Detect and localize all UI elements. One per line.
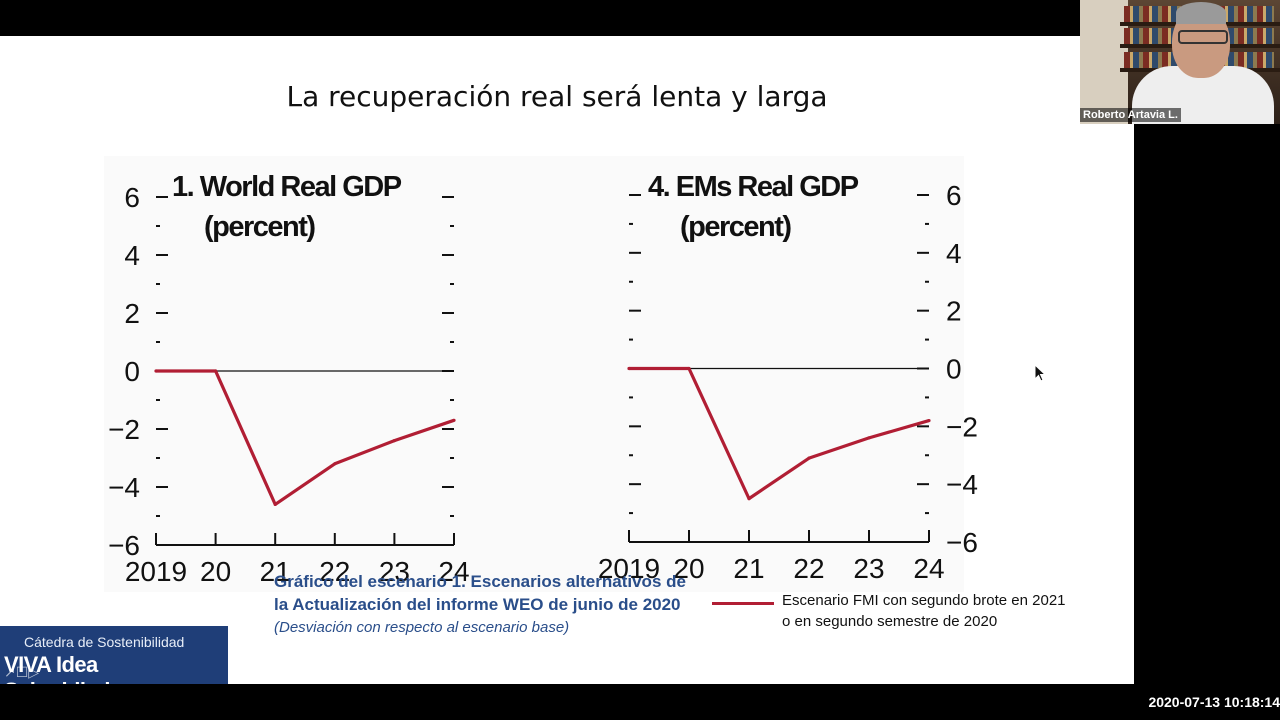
data-point <box>927 418 931 423</box>
x-tick-label: 20 <box>673 553 704 584</box>
y-tick-label: −4 <box>108 472 140 503</box>
data-point <box>807 456 811 460</box>
webcam-video-tile[interactable]: Roberto Artavia L. <box>1080 0 1280 124</box>
channel-watermark: Cátedra de Sostenibilidad VIVA Idea Schm… <box>0 626 228 684</box>
y-tick-label: 0 <box>946 354 962 385</box>
data-point <box>214 369 218 373</box>
data-point <box>687 366 691 371</box>
data-point <box>627 366 631 371</box>
participant-name: Roberto Artavia L. <box>1080 108 1181 122</box>
watermark-line-2: VIVA Idea Schmidheiny <box>4 652 135 684</box>
y-tick-label: −6 <box>108 530 140 561</box>
y-tick-label: 2 <box>946 296 962 327</box>
legend: Escenario FMI con segundo brote en 2021 … <box>782 590 1082 632</box>
y-tick-label: −4 <box>946 469 978 500</box>
y-tick-label: 2 <box>124 298 140 329</box>
y-tick-label: 4 <box>946 238 962 269</box>
y-tick-label: −2 <box>108 414 140 445</box>
chart-panel <box>104 156 964 592</box>
y-tick-label: 0 <box>124 356 140 387</box>
chart-title: 1. World Real GDP <box>172 171 402 203</box>
chart-title: 4. EMs Real GDP <box>648 171 859 203</box>
watermark-line-1: Cátedra de Sostenibilidad <box>24 634 185 650</box>
x-tick-label: 2019 <box>125 556 187 587</box>
x-tick-label: 22 <box>793 553 824 584</box>
x-tick-label: 2019 <box>598 553 660 584</box>
caption-subtitle: (Desviación con respecto al escenario ba… <box>274 619 570 636</box>
x-tick-label: 23 <box>853 553 884 584</box>
charts-svg: 1. World Real GDP(percent)6420−2−4−62019… <box>108 171 978 587</box>
legend-line-2: o en segundo semestre de 2020 <box>782 613 998 630</box>
watermark-controls-icon: ↗☐▷ <box>4 664 40 680</box>
chart-title-unit: (percent) <box>680 211 791 243</box>
chart-title-unit: (percent) <box>204 211 315 243</box>
webcam-wall <box>1080 0 1128 124</box>
x-tick-label: 24 <box>438 556 469 587</box>
caption-line-2: la Actualización del informe WEO de juni… <box>274 595 681 614</box>
x-tick-label: 24 <box>913 553 944 584</box>
data-point <box>392 439 396 443</box>
chart-caption: Gráfico del escenario 1. Escenarios alte… <box>274 570 686 639</box>
y-tick-label: 4 <box>124 240 140 271</box>
timestamp: 2020-07-13 10:18:14 <box>1148 694 1280 710</box>
y-tick-label: 6 <box>946 180 962 211</box>
y-tick-label: −2 <box>946 411 978 442</box>
series-line <box>629 366 930 501</box>
data-point <box>154 369 158 373</box>
data-point <box>452 418 456 422</box>
data-point <box>273 502 277 506</box>
x-tick-label: 21 <box>733 553 764 584</box>
slide-title: La recuperación real será lenta y larga <box>286 80 828 113</box>
presentation-slide: La recuperación real será lenta y larga <box>0 36 1134 684</box>
data-point <box>333 462 337 466</box>
x-tick-label: 23 <box>379 556 410 587</box>
data-point <box>747 497 751 501</box>
x-tick-label: 21 <box>260 556 291 587</box>
y-tick-label: −6 <box>946 527 978 558</box>
legend-line-1: Escenario FMI con segundo brote en 2021 <box>782 592 1066 609</box>
legend-swatch <box>712 602 774 605</box>
glasses-icon <box>1178 30 1228 44</box>
data-point <box>867 436 871 440</box>
x-tick-label: 22 <box>319 556 350 587</box>
x-tick-label: 20 <box>200 556 231 587</box>
caption-line-1: Gráfico del escenario 1. Escenarios alte… <box>274 572 686 591</box>
chart-1: 1. World Real GDP(percent)6420−2−4−62019… <box>108 171 470 587</box>
series-line <box>156 369 455 506</box>
y-tick-label: 6 <box>124 182 140 213</box>
mouse-cursor-icon <box>1034 364 1046 382</box>
person-hair <box>1176 2 1226 24</box>
